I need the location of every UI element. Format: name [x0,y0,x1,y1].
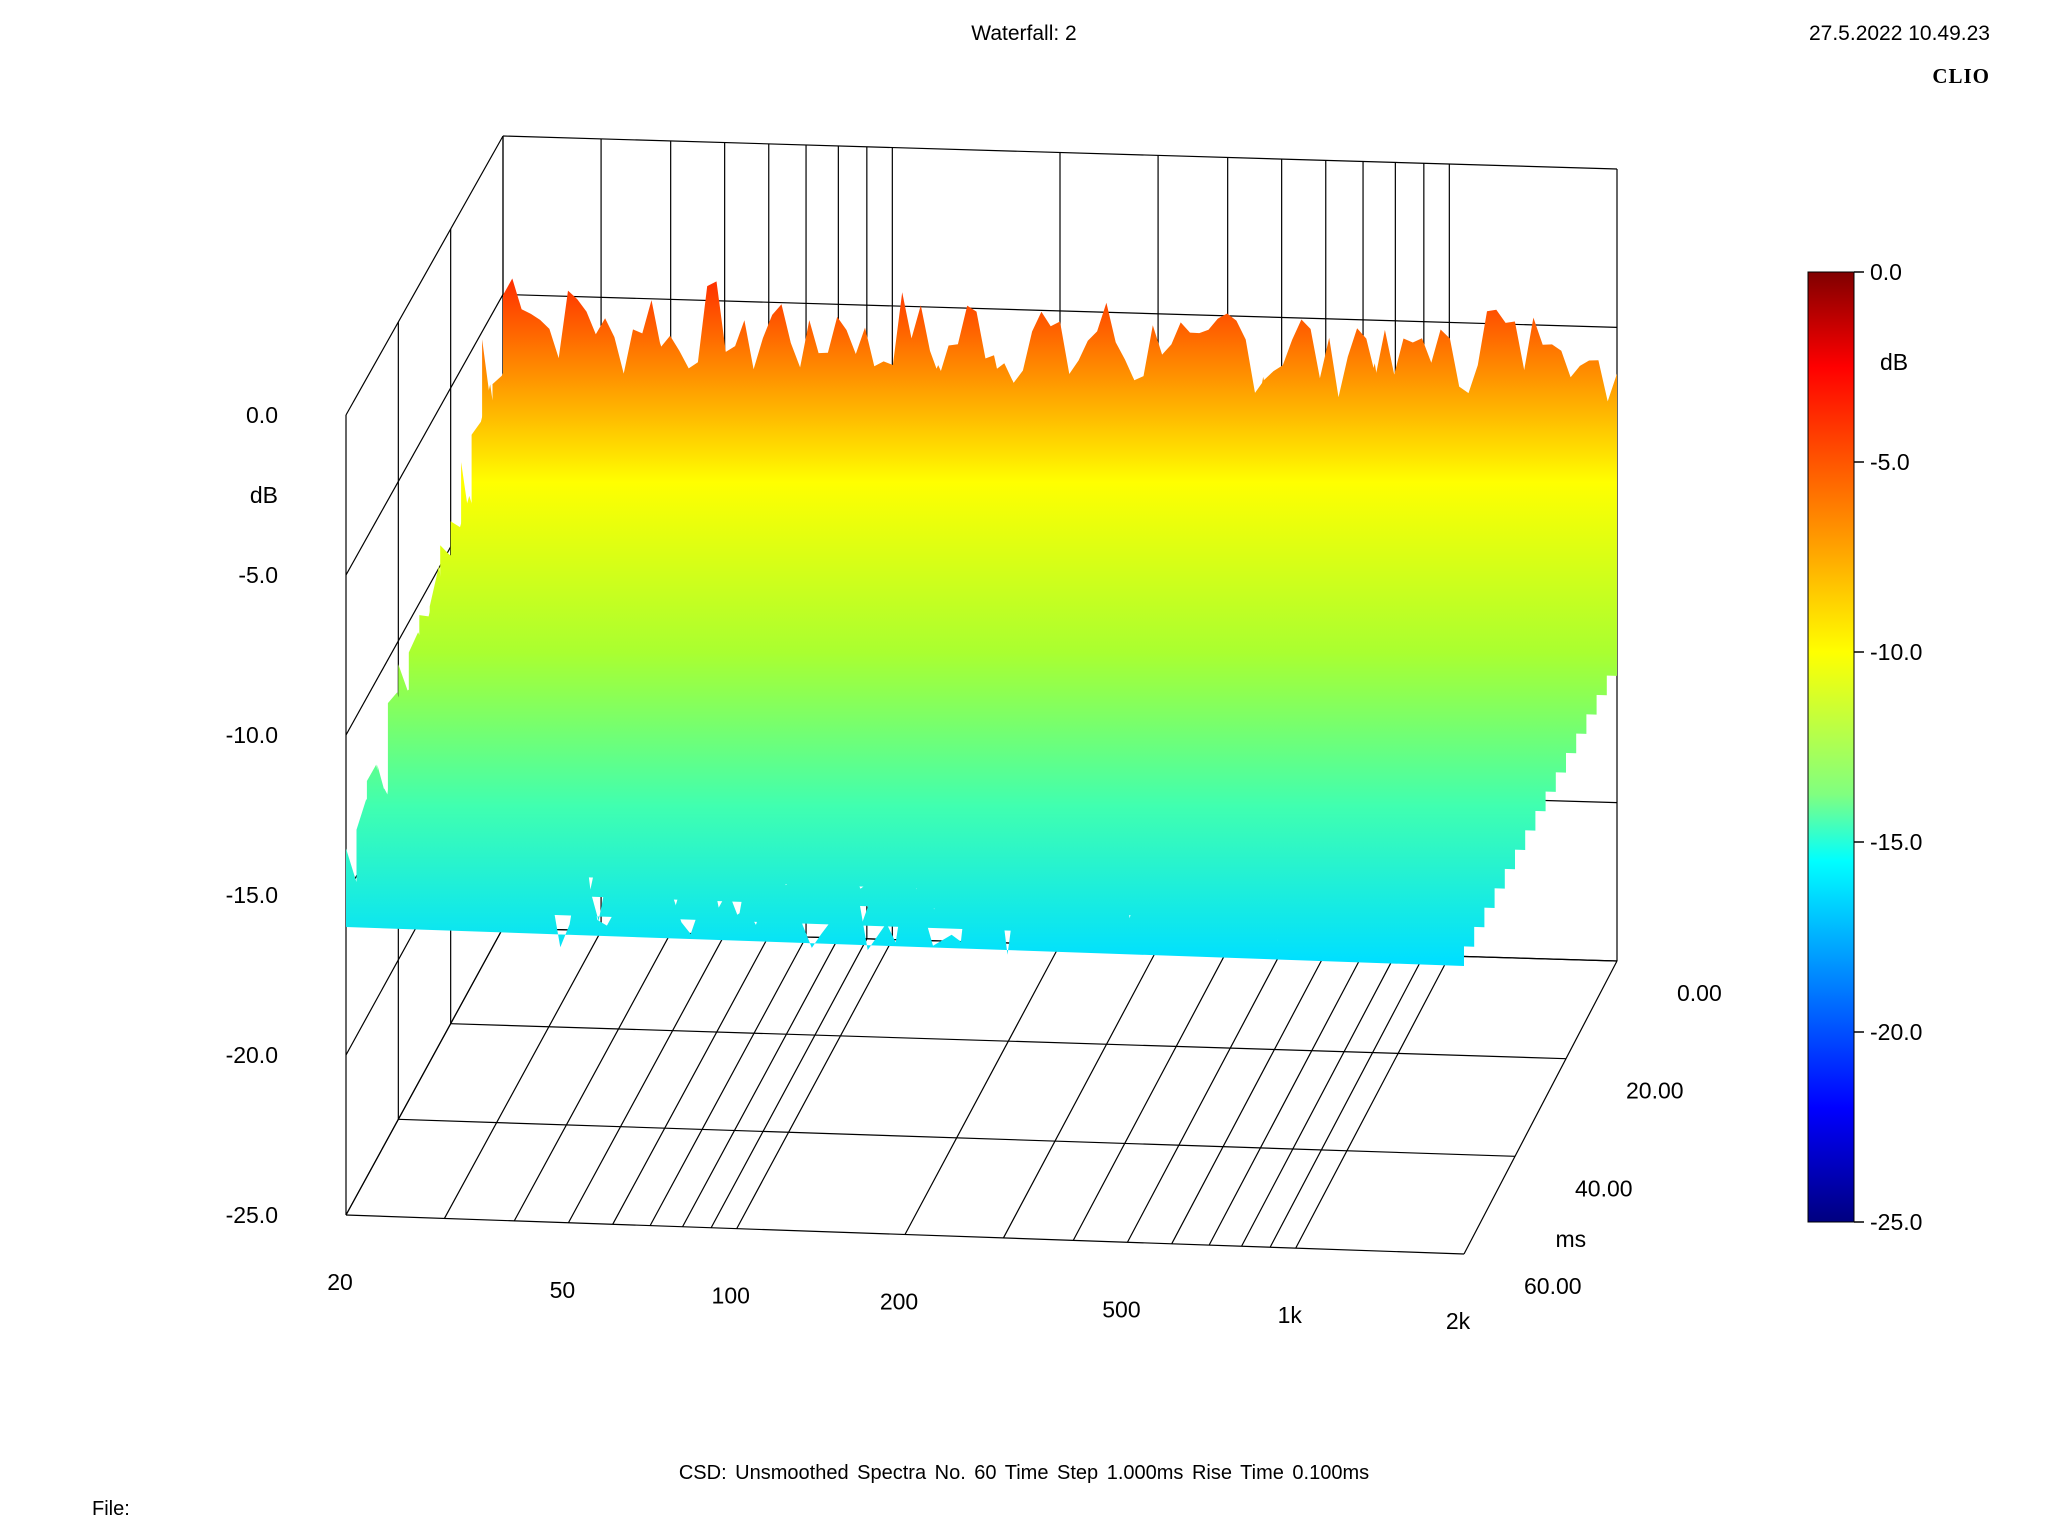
floor-grid-line [567,934,726,1224]
wall-db-line [345,927,504,1216]
y-tick-label: 0.0 [246,402,278,428]
y-tick-label: -5.0 [238,562,278,588]
floor-grid-line [710,938,868,1229]
y-axis-label: dB [250,482,278,508]
y-tick-label: -25.0 [226,1202,278,1228]
x-tick-label: 50 [550,1277,576,1303]
floor-grid-line [736,939,893,1229]
floor-grid-line [1002,947,1159,1239]
z-tick-label: 20.00 [1626,1078,1684,1104]
floor-grid-line [1463,960,1618,1255]
floor-grid-line [682,937,839,1228]
colorbar-tick-label: -10.0 [1870,639,1922,665]
colorbar-tick-label: -25.0 [1870,1209,1922,1235]
chart-title: Waterfall: 2 [971,22,1077,45]
floor-time-line [398,1118,1516,1157]
y-tick-label: -15.0 [226,882,278,908]
x-tick-label: 500 [1102,1296,1140,1322]
floor-grid-line [1269,954,1425,1248]
z-tick-label: 40.00 [1575,1175,1633,1201]
brand-logo: CLIO [1932,64,1990,88]
z-tick-label: 60.00 [1524,1273,1582,1299]
z-axis-label: ms [1556,1226,1587,1252]
wall-db-line [345,135,504,416]
y-tick-label: -10.0 [226,722,278,748]
floor-grid-line [513,932,672,1222]
x-tick-label: 100 [712,1283,750,1309]
axes: 0.0 -5.0 -10.0 -15.0 -20.0 -25.0 dB 20 50 100 200 5… [226,402,1722,1334]
colorbar-label: dB [1880,349,1908,375]
wall-db-line [345,294,504,576]
colorbar-tick-label: -15.0 [1870,829,1922,855]
x-tick-label: 2k [1446,1308,1471,1334]
colorbar-tick-label: 0.0 [1870,259,1902,285]
floor-time-line [450,1023,1567,1060]
z-tick-label: 0.00 [1677,980,1722,1006]
floor-grid-line [1208,953,1364,1246]
waterfall-slice-60ms [346,819,1464,966]
colorbar-tick-label: -5.0 [1870,449,1910,475]
floor-grid-line [904,944,1061,1235]
floor-grid-line [1295,955,1450,1249]
floor-time-line [345,1214,1465,1255]
floor-grid-line [1072,949,1229,1241]
x-tick-label: 1k [1278,1302,1303,1328]
floor-grid-line [1171,952,1327,1245]
floor-grid-line [612,935,770,1225]
x-tick-label: 200 [880,1289,918,1315]
file-label: File: [92,1498,130,1520]
colorbar-tick-label: -20.0 [1870,1019,1922,1045]
measurement-info: CSD: Unsmoothed Spectra No. 60 Time Step… [678,1462,1370,1484]
floor-grid-line [443,930,602,1219]
colorbar: 0.0 -5.0 -10.0 -15.0 -20.0 -25.0 dB [1807,259,1922,1235]
x-tick-label: 20 [327,1269,353,1295]
floor-grid-line [1241,954,1396,1247]
floor-grid-line [1126,950,1283,1243]
waterfall-surface [346,278,1617,966]
y-tick-label: -20.0 [226,1042,278,1068]
timestamp: 27.5.2022 10.49.23 [1808,22,1990,45]
colorbar-gradient [1807,271,1855,1223]
floor-grid-line [649,936,807,1226]
